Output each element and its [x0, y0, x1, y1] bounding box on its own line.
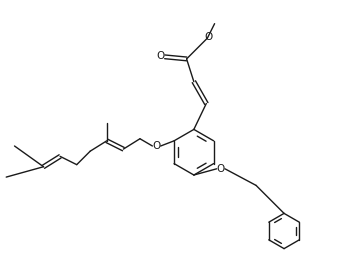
Text: O: O: [156, 51, 164, 61]
Text: O: O: [217, 164, 225, 174]
Text: O: O: [153, 141, 161, 151]
Text: O: O: [204, 32, 213, 42]
